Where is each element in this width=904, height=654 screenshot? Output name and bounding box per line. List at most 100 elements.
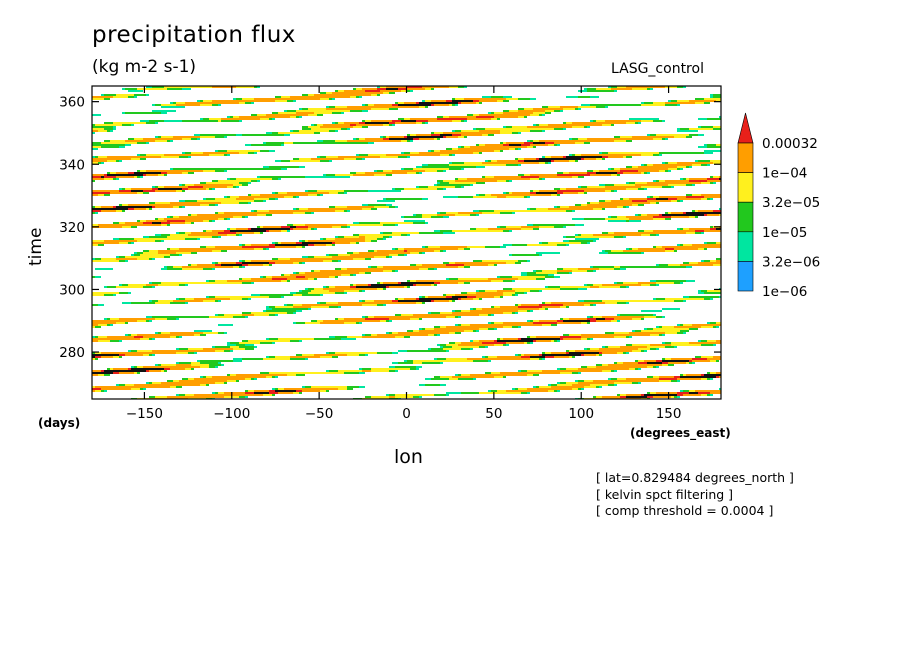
field-cell: [680, 374, 683, 376]
field-cell: [275, 390, 296, 392]
field-cell: [602, 208, 605, 210]
field-cell: [149, 382, 152, 384]
field-cell: [656, 234, 659, 236]
field-cell: [242, 216, 245, 218]
field-cell: [251, 114, 257, 116]
field-cell: [164, 218, 218, 220]
field-cell: [530, 336, 536, 338]
field-cell: [401, 90, 407, 92]
field-cell: [497, 180, 506, 182]
field-cell: [677, 162, 713, 164]
field-cell: [161, 332, 170, 334]
field-cell: [131, 350, 137, 352]
field-cell: [239, 152, 248, 154]
field-cell: [278, 338, 314, 340]
field-cell: [107, 130, 110, 132]
field-cell: [197, 214, 257, 216]
field-cell: [221, 364, 224, 366]
field-cell: [218, 150, 227, 152]
field-cell: [479, 298, 482, 300]
field-cell: [635, 214, 638, 216]
field-cell: [272, 192, 275, 194]
field-cell: [656, 264, 659, 266]
field-cell: [659, 152, 704, 154]
field-cell: [245, 144, 251, 146]
field-cell: [92, 244, 98, 246]
field-cell: [314, 270, 320, 272]
field-cell: [683, 300, 686, 302]
field-cell: [665, 332, 677, 334]
field-cell: [293, 100, 296, 102]
field-cell: [332, 112, 341, 114]
field-cell: [440, 212, 446, 214]
field-cell: [275, 198, 278, 200]
field-cell: [515, 290, 530, 292]
field-cell: [389, 254, 398, 256]
field-cell: [293, 304, 302, 306]
field-cell: [716, 326, 719, 328]
field-cell: [293, 306, 311, 308]
field-cell: [269, 392, 278, 394]
field-cell: [335, 286, 350, 288]
field-cell: [665, 138, 668, 140]
field-cell: [374, 104, 392, 106]
field-cell: [302, 262, 305, 264]
field-cell: [296, 374, 305, 376]
field-cell: [701, 344, 713, 346]
field-cell: [371, 208, 377, 210]
field-cell: [422, 296, 425, 298]
field-cell: [254, 86, 257, 88]
field-cell: [368, 154, 386, 156]
field-cell: [239, 260, 242, 262]
field-cell: [695, 160, 698, 162]
field-cell: [206, 182, 239, 184]
field-cell: [167, 172, 182, 174]
field-cell: [689, 392, 698, 394]
field-cell: [605, 200, 611, 202]
field-cell: [326, 254, 329, 256]
field-cell: [257, 180, 260, 182]
field-cell: [395, 206, 398, 208]
field-cell: [389, 286, 404, 288]
field-cell: [269, 166, 299, 168]
field-cell: [503, 294, 512, 296]
field-cell: [692, 210, 695, 212]
precip-field: [92, 86, 721, 399]
field-cell: [137, 170, 140, 172]
field-cell: [596, 386, 599, 388]
field-cell: [578, 368, 629, 370]
field-cell: [104, 178, 113, 180]
field-cell: [362, 336, 395, 338]
field-cell: [422, 166, 476, 168]
field-cell: [365, 334, 371, 336]
field-cell: [671, 216, 689, 218]
field-cell: [158, 188, 182, 190]
field-cell: [92, 146, 101, 148]
field-cell: [560, 336, 581, 338]
field-cell: [623, 198, 629, 200]
field-cell: [479, 114, 530, 116]
field-cell: [680, 390, 683, 392]
field-cell: [131, 242, 134, 244]
field-cell: [626, 286, 629, 288]
field-cell: [638, 362, 647, 364]
field-cell: [497, 390, 506, 392]
field-cell: [239, 346, 254, 348]
field-cell: [419, 152, 473, 154]
field-cell: [185, 200, 197, 202]
field-cell: [302, 290, 311, 292]
field-cell: [518, 304, 521, 306]
field-cell: [326, 174, 335, 176]
field-cell: [344, 192, 347, 194]
field-cell: [530, 208, 536, 210]
field-cell: [113, 238, 119, 240]
field-cell: [638, 166, 677, 168]
field-cell: [116, 286, 143, 288]
field-cell: [389, 122, 395, 124]
field-cell: [146, 316, 152, 318]
field-cell: [422, 216, 431, 218]
field-cell: [461, 186, 464, 188]
field-cell: [398, 156, 407, 158]
field-cell: [215, 170, 224, 172]
field-cell: [638, 204, 644, 206]
